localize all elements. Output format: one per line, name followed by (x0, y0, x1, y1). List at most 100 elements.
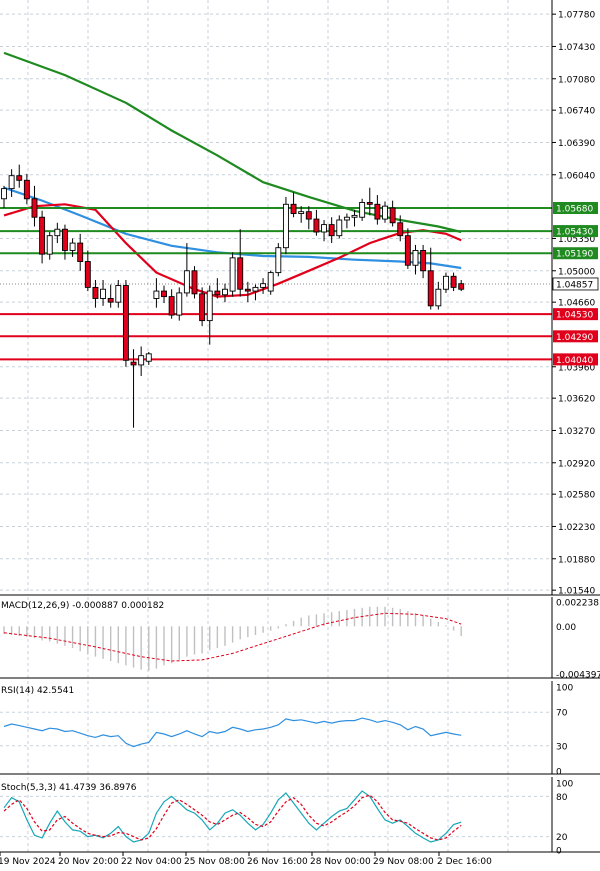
candle-body-45 (343, 216, 350, 221)
candle-body-22 (168, 296, 175, 316)
price-tick-label-16: 1.01540 (558, 587, 595, 597)
price-tick-label-11: 1.03270 (558, 427, 595, 437)
support-level-tag-4 (553, 330, 598, 343)
candle-body-39 (298, 211, 305, 214)
macd-histogram (3, 606, 462, 671)
stoch-line-1 (3, 794, 462, 841)
candle-body-51 (389, 207, 396, 224)
time-axis[interactable]: 19 Nov 2024 20 Nov 20:00 22 Nov 04:00 25 No… (0, 852, 492, 867)
candle-body-57 (435, 288, 442, 307)
macd-axis: 0.002238 0.00 -0.004397 (556, 599, 600, 681)
rsi-axis: 100 70 30 0 (556, 684, 573, 778)
candle-body-33 (252, 286, 259, 292)
time-tick-label-0: 19 Nov 2024 (0, 857, 56, 867)
candle-body-28 (214, 290, 221, 296)
main-price-pane[interactable]: 1.07780 1.07430 1.07080 1.06740 1.06390 1.060… (0, 0, 599, 597)
candle-body-24 (183, 270, 190, 294)
candle-body-19 (145, 353, 152, 362)
price-tick-label-5: 1.06040 (558, 171, 595, 181)
current-price-label: 1.04857 (556, 280, 593, 290)
candle-body-15 (115, 285, 122, 303)
time-tick-label-4: 26 Nov 16:00 (247, 857, 308, 867)
candle-body-9 (69, 242, 76, 251)
candle-body-30 (229, 257, 236, 292)
price-tick-label-6: 1.05350 (558, 235, 595, 245)
resistance-level-label-0: 1.05680 (556, 205, 593, 215)
candle-body-7 (54, 228, 61, 237)
price-tick-label-10: 1.03620 (558, 395, 595, 405)
time-tick-label-2: 22 Nov 04:00 (121, 857, 182, 867)
candle-body-10 (77, 242, 84, 262)
candle-body-60 (458, 283, 465, 290)
candle-body-27 (206, 290, 213, 322)
macd-signal-line (3, 612, 462, 662)
resistance-level-tag-0 (553, 202, 598, 214)
stoch-pane[interactable]: Stoch(5,3,3) 41.4739 36.8976 10080200 (0, 777, 573, 857)
candle-body-21 (161, 290, 167, 298)
price-tick-label-13: 1.02580 (558, 491, 595, 501)
price-tick-label-7: 1.05000 (558, 267, 595, 277)
candle-body-1 (8, 175, 15, 190)
candle-body-50 (382, 205, 388, 220)
time-tick-label-3: 25 Nov 08:00 (184, 857, 245, 867)
candle-body-29 (222, 288, 228, 296)
time-tick-label-5: 28 Nov 00:00 (310, 857, 371, 867)
candle-body-35 (267, 272, 274, 292)
candle-body-46 (351, 214, 358, 218)
candle-body-58 (443, 275, 449, 290)
candle-body-37 (282, 203, 289, 249)
stoch-title: Stoch(5,3,3) 41.4739 36.8976 (1, 783, 137, 793)
price-axis[interactable]: 1.07780 1.07430 1.07080 1.06740 1.06390 1.060… (552, 11, 595, 597)
rsi-grid (0, 681, 552, 774)
candle-body-14 (107, 298, 114, 303)
rsi-tick-label-2: 30 (556, 742, 568, 752)
candle-body-16 (122, 285, 129, 361)
price-tick-label-0: 1.07780 (558, 11, 595, 21)
macd-pane[interactable]: MACD(12,26,9) -0.000887 0.000182 0.00223… (1, 597, 600, 681)
macd-tick-label-2: -0.004397 (556, 671, 600, 681)
pane-frames (0, 0, 600, 853)
candle-body-26 (199, 293, 206, 322)
support-level-tag-3 (553, 308, 598, 321)
rsi-tick-label-1: 70 (556, 709, 568, 719)
candle-body-47 (359, 202, 366, 218)
price-tick-label-14: 1.02230 (558, 523, 595, 533)
candle-body-4 (31, 198, 38, 218)
macd-signal-path (3, 612, 462, 662)
candle-body-2 (16, 175, 23, 181)
candle-body-32 (244, 288, 251, 292)
price-tick-label-12: 1.02920 (558, 459, 595, 469)
support-level-label-5: 1.04040 (556, 356, 593, 366)
candle-body-55 (420, 250, 427, 272)
rsi-line (3, 717, 462, 748)
current-price-tag (552, 277, 599, 291)
candle-body-48 (366, 202, 373, 205)
macd-tick-label-1: 0.00 (556, 623, 576, 633)
candle-body-18 (138, 355, 145, 366)
candle-body-42 (321, 224, 327, 233)
support-level-label-3: 1.04530 (556, 311, 593, 321)
price-tick-label-15: 1.01880 (558, 555, 595, 565)
rsi-pane[interactable]: RSI(14) 42.5541 100 70 30 0 (0, 681, 573, 778)
time-tick-label-6: 29 Nov 08:00 (373, 857, 434, 867)
time-tick-label-7: 2 Dec 16:00 (437, 857, 492, 867)
time-tick-label-1: 20 Nov 20:00 (58, 857, 119, 867)
candle-body-54 (412, 250, 419, 266)
candle-body-53 (404, 235, 411, 266)
stoch-tick-label-2: 20 (556, 833, 568, 843)
candle-body-20 (153, 290, 160, 299)
candle-body-38 (290, 203, 297, 214)
resistance-level-label-2: 1.05190 (556, 250, 593, 260)
level-price-labels: 1.05680 1.05430 1.05190 1.04530 1.04290 1.040… (552, 202, 599, 366)
price-tick-label-8: 1.04660 (558, 299, 595, 309)
candle-body-41 (313, 218, 320, 233)
candle-body-43 (328, 224, 335, 237)
candle-body-25 (191, 270, 198, 295)
candle-body-6 (46, 235, 53, 255)
stoch-tick-label-0: 100 (556, 780, 573, 790)
support-level-tag-5 (553, 353, 598, 366)
candle-body-44 (336, 219, 343, 237)
stochastic-lines (3, 790, 462, 843)
